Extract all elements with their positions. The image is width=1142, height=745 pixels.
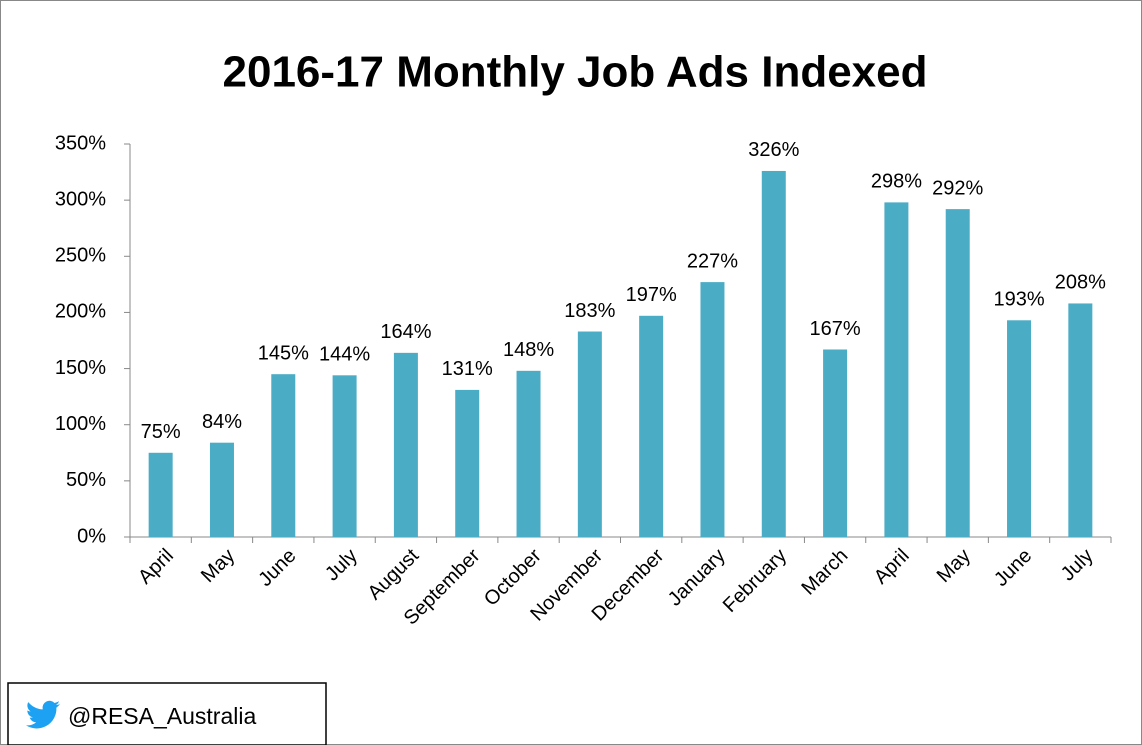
bar bbox=[700, 282, 725, 537]
y-tick-label: 50% bbox=[66, 469, 106, 491]
footer-box: @RESA_Australia bbox=[7, 682, 327, 745]
footer-frame bbox=[7, 682, 327, 745]
twitter-icon bbox=[25, 700, 60, 729]
value-label: 148% bbox=[503, 339, 554, 361]
bar bbox=[577, 331, 602, 537]
value-label: 227% bbox=[687, 250, 738, 272]
bar bbox=[271, 374, 296, 537]
bar bbox=[393, 352, 418, 537]
bar bbox=[209, 442, 234, 537]
bar bbox=[823, 349, 848, 537]
bar bbox=[1068, 303, 1093, 537]
bar bbox=[945, 209, 970, 537]
value-label: 193% bbox=[993, 289, 1044, 311]
y-tick-label: 250% bbox=[55, 245, 106, 267]
y-tick-label: 200% bbox=[55, 301, 106, 323]
bar bbox=[1007, 320, 1032, 537]
value-label: 144% bbox=[319, 344, 370, 366]
value-label: 326% bbox=[748, 139, 799, 161]
value-label: 164% bbox=[380, 321, 431, 343]
bar bbox=[761, 170, 786, 537]
chart-title: 2016-17 Monthly Job Ads Indexed bbox=[223, 48, 928, 97]
value-label: 292% bbox=[932, 177, 983, 199]
y-tick-label: 150% bbox=[55, 357, 106, 379]
value-label: 298% bbox=[871, 171, 922, 193]
value-label: 208% bbox=[1055, 272, 1106, 294]
value-label: 167% bbox=[810, 318, 861, 340]
value-label: 75% bbox=[141, 421, 181, 443]
y-tick-label: 300% bbox=[55, 188, 106, 210]
bar bbox=[148, 452, 173, 537]
value-label: 197% bbox=[626, 284, 677, 306]
y-tick-label: 0% bbox=[77, 525, 106, 547]
bar bbox=[884, 202, 909, 538]
value-label: 131% bbox=[442, 358, 493, 380]
value-label: 145% bbox=[258, 342, 309, 364]
bar bbox=[332, 375, 357, 537]
bar bbox=[516, 370, 541, 537]
y-tick-label: 350% bbox=[55, 132, 106, 154]
bar bbox=[639, 315, 664, 537]
value-label: 84% bbox=[202, 411, 242, 433]
y-tick-label: 100% bbox=[55, 413, 106, 435]
bar bbox=[455, 389, 480, 537]
value-label: 183% bbox=[564, 300, 615, 322]
footer-text: @RESA_Australia bbox=[68, 703, 256, 729]
